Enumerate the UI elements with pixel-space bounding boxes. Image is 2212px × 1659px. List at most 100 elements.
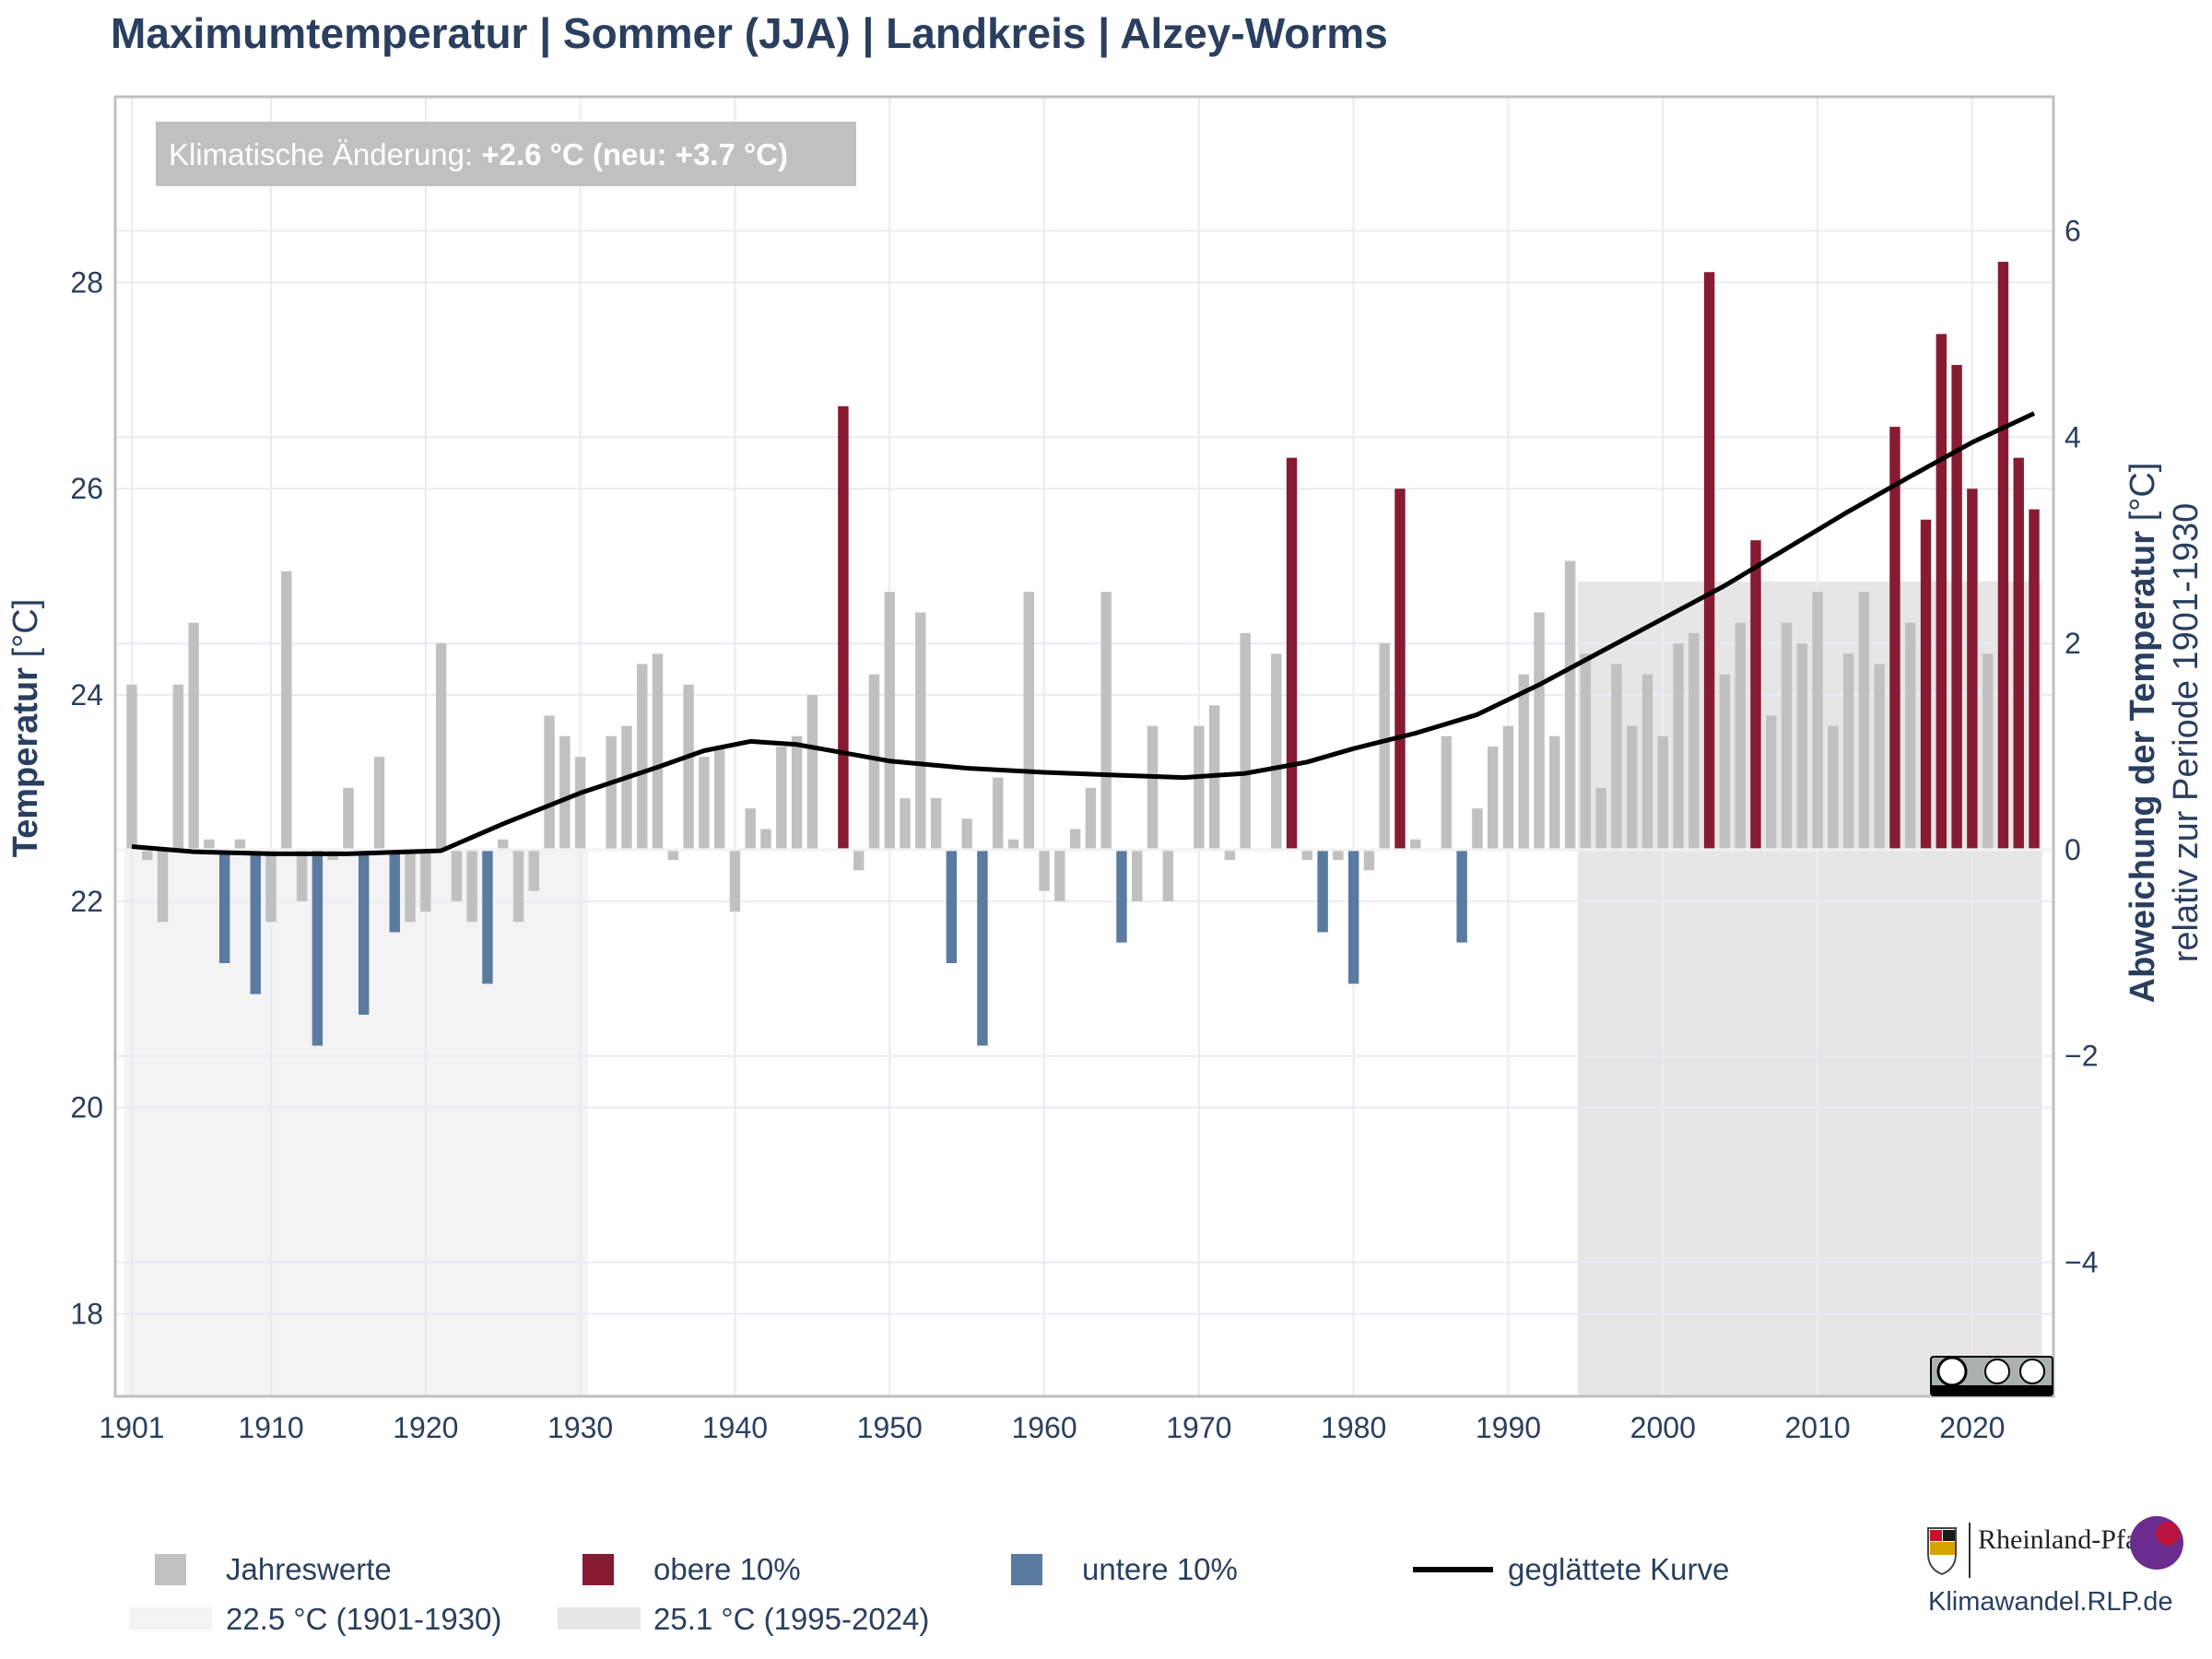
bar-2003 [1703, 272, 1715, 850]
bar-series [126, 262, 2040, 1046]
x-tick-label: 1940 [702, 1411, 768, 1444]
bar-1908 [234, 839, 246, 850]
bar-1941 [745, 808, 756, 850]
bar-1903 [157, 849, 169, 923]
coat-of-arms-red [1930, 1530, 1942, 1541]
bar-1916 [359, 849, 370, 1015]
bar-1912 [296, 849, 308, 901]
bar-1918 [389, 849, 400, 933]
bar-1986 [1441, 735, 1453, 850]
bar-1901 [126, 684, 137, 850]
bar-1994 [1564, 560, 1576, 850]
bar-1937 [683, 684, 694, 850]
legend-label-period-1: 22.5 °C (1901-1930) [226, 1602, 501, 1636]
y-tick-label: 18 [70, 1297, 103, 1330]
bar-1919 [405, 849, 416, 923]
bar-2007 [1766, 715, 1777, 850]
bar-1984 [1410, 839, 1421, 850]
bar-1953 [930, 797, 942, 850]
bar-2020 [1967, 488, 1978, 850]
logo-wordmark: Rheinland-Pfalz [1978, 1524, 2158, 1555]
cc-icon [1936, 1356, 1968, 1387]
bar-1906 [204, 839, 215, 850]
bar-1952 [915, 612, 926, 850]
bar-2013 [1858, 592, 1870, 850]
bar-1967 [1147, 725, 1159, 850]
y-tick-label: 22 [70, 885, 103, 918]
x-tick-label: 2020 [1939, 1411, 2005, 1444]
bar-1936 [667, 849, 679, 861]
bar-1991 [1518, 674, 1529, 850]
bar-1949 [868, 674, 880, 850]
bar-1976 [1286, 457, 1298, 850]
bar-1948 [853, 849, 865, 871]
rlp-logo: Rheinland-Pfalz [1927, 1516, 2183, 1578]
bar-2008 [1781, 622, 1793, 850]
x-tick-label: 1960 [1011, 1411, 1077, 1444]
bar-1930 [574, 757, 586, 850]
bar-2005 [1735, 622, 1746, 850]
bar-1905 [188, 622, 199, 850]
bar-2004 [1719, 674, 1731, 850]
legend: Jahreswerte obere 10% untere 10% geglätt… [129, 1552, 1729, 1636]
bar-1922 [451, 849, 463, 901]
bar-1997 [1611, 664, 1622, 850]
reference-period-2 [1577, 581, 2042, 1396]
bar-1963 [1085, 787, 1097, 850]
y-tick-label: 20 [70, 1091, 103, 1124]
bar-1980 [1347, 849, 1359, 984]
bar-1932 [606, 735, 617, 850]
y2-tick-label: −2 [2065, 1040, 2098, 1073]
x-tick-label: 1980 [1321, 1411, 1386, 1444]
bar-1957 [993, 777, 1004, 850]
bar-1973 [1240, 632, 1251, 850]
bar-1983 [1394, 488, 1406, 850]
bar-2009 [1796, 643, 1807, 850]
cc-badge-strip [1931, 1385, 2053, 1395]
legend-swatch-period-2 [558, 1607, 641, 1630]
bar-1962 [1069, 829, 1081, 850]
bar-2022 [1997, 262, 2009, 850]
coat-of-arms-gold [1930, 1542, 1955, 1555]
x-tick-label: 1910 [238, 1411, 303, 1444]
y2-axis-title-unit: [°C] [2124, 463, 2162, 531]
bar-1975 [1271, 653, 1282, 850]
bar-1999 [1641, 674, 1653, 850]
bar-1935 [652, 653, 664, 850]
y2-axis-title-main: Abweichung der Temperatur [2124, 531, 2162, 1004]
y2-tick-label: 6 [2065, 214, 2081, 247]
bar-1990 [1502, 725, 1514, 850]
legend-label-period-2: 25.1 °C (1995-2024) [653, 1602, 929, 1636]
bar-1907 [218, 849, 230, 963]
bar-1924 [482, 849, 493, 984]
bar-1928 [544, 715, 555, 850]
legend-label-kurve: geglättete Kurve [1508, 1552, 1729, 1586]
y-axis-title-main: Temperatur [6, 667, 45, 857]
y2-axis-title: Abweichung der Temperatur [°C] [2124, 463, 2162, 1004]
bar-1933 [621, 725, 632, 850]
cc-license-badge [1930, 1356, 2053, 1396]
bar-2024 [2029, 509, 2040, 850]
annotation-value: +2.6 °C (neu: +3.7 °C) [481, 137, 788, 171]
bar-1950 [884, 592, 895, 850]
bar-2018 [1936, 334, 1947, 850]
y-tick-label: 28 [70, 265, 103, 299]
bar-1954 [946, 849, 958, 963]
bar-1913 [312, 849, 324, 1046]
bar-1927 [528, 849, 539, 891]
bar-1995 [1580, 653, 1592, 850]
coat-of-arms-black [1943, 1530, 1955, 1541]
legend-swatch-period-1 [129, 1607, 212, 1630]
bar-1902 [142, 849, 153, 861]
bar-1982 [1379, 643, 1390, 850]
bar-2002 [1688, 632, 1700, 850]
bar-1904 [172, 684, 184, 850]
y2-tick-label: 4 [2065, 420, 2081, 453]
legend-label-jahreswerte: Jahreswerte [226, 1552, 392, 1586]
bar-1993 [1549, 735, 1560, 850]
bar-1961 [1054, 849, 1065, 901]
bar-1966 [1132, 849, 1143, 901]
bar-1925 [498, 839, 509, 850]
x-tick-label: 1950 [857, 1411, 923, 1444]
bar-2023 [2013, 457, 2024, 850]
